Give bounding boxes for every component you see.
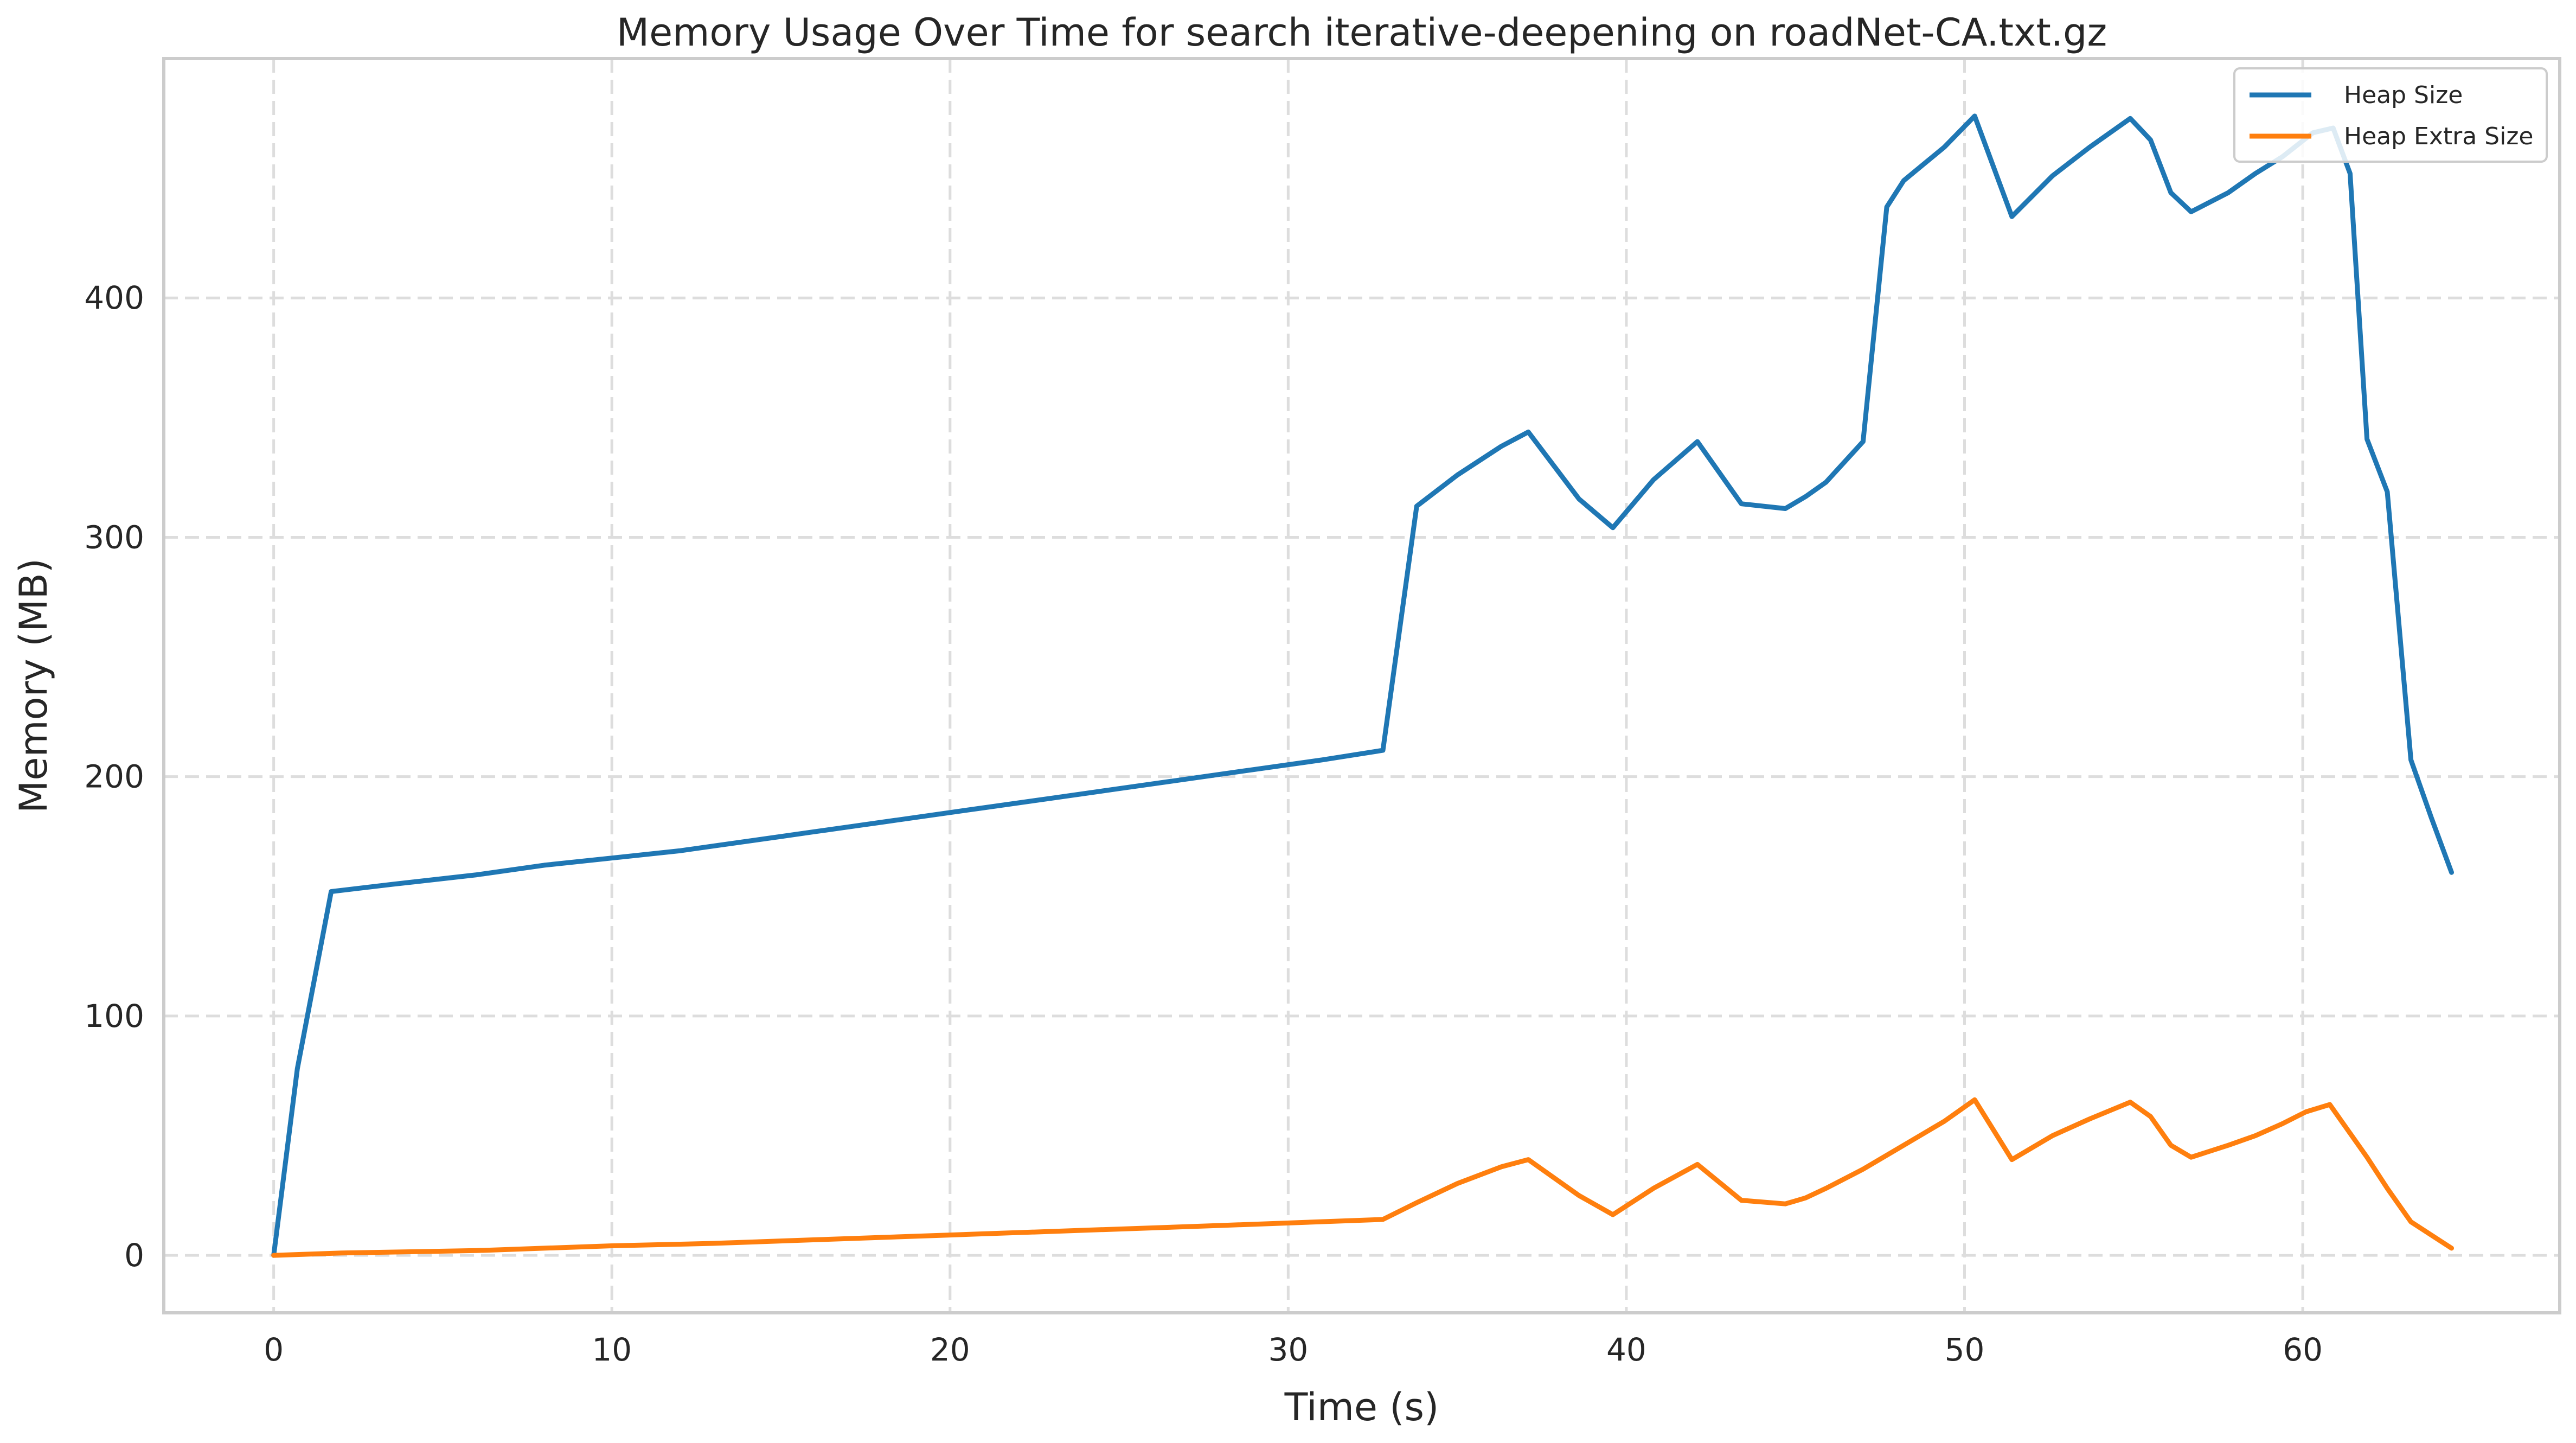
x-tick-label: 40	[1606, 1331, 1646, 1368]
y-tick-label: 200	[84, 758, 144, 795]
x-tick-label: 50	[1945, 1331, 1985, 1368]
y-tick-label: 300	[84, 519, 144, 556]
tick-labels: 0 10 20 30 40 50 60 0 100 200 300 400	[84, 279, 2323, 1368]
legend-label-heap-size: Heap Size	[2344, 81, 2463, 109]
grid-lines	[164, 59, 2560, 1313]
x-tick-label: 30	[1268, 1331, 1308, 1368]
series-line-heap-extra-size	[271, 1097, 2454, 1258]
legend-box	[2233, 67, 2548, 163]
series-lines	[271, 113, 2454, 1258]
legend: Heap Size Heap Extra Size	[2233, 67, 2548, 163]
plot-frame	[162, 57, 2561, 1314]
x-tick-label: 20	[930, 1331, 970, 1368]
chart-title: Memory Usage Over Time for search iterat…	[617, 10, 2107, 55]
y-tick-label: 100	[84, 998, 144, 1035]
x-axis-label: Time (s)	[1284, 1385, 1439, 1429]
y-axis-label: Memory (MB)	[11, 558, 56, 813]
legend-label-heap-extra-size: Heap Extra Size	[2344, 123, 2534, 150]
y-tick-label: 400	[84, 279, 144, 316]
series-line-heap-size	[271, 113, 2454, 1258]
x-tick-label: 0	[264, 1331, 284, 1368]
y-tick-label: 0	[124, 1237, 144, 1274]
x-tick-label: 10	[592, 1331, 632, 1368]
x-tick-label: 60	[2283, 1331, 2323, 1368]
